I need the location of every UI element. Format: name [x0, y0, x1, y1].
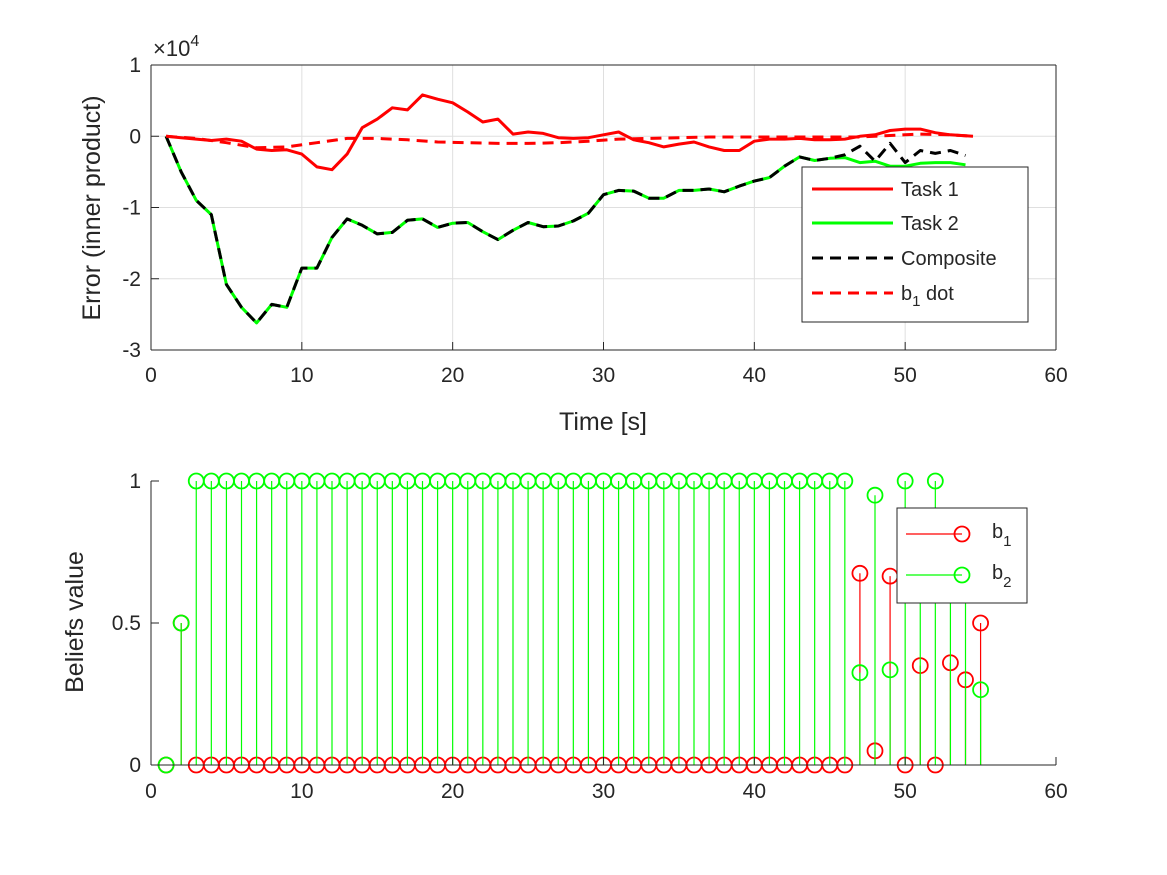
- top-legend-box: [801, 166, 1029, 323]
- bottom-ticks: 0 10 20 30 40 50 60 1 0.5 0: [112, 470, 1068, 803]
- top-legend: Task 1 Task 2 Composite b1 dot: [801, 166, 1029, 323]
- stem-2-marker: [972, 681, 989, 699]
- stem-2-marker: [836, 472, 854, 490]
- top-y-tick-label: -1: [122, 197, 141, 220]
- stem-2-marker: [866, 486, 884, 504]
- legend-label-1: Task 1: [901, 179, 959, 201]
- top-x-tick-label: 20: [441, 364, 464, 387]
- bottom-x-tick-label: 0: [145, 780, 157, 803]
- bottom-y-tick-label: 0.5: [112, 612, 141, 635]
- top-x-tick-label: 30: [592, 364, 615, 387]
- bottom-stems: [157, 472, 989, 774]
- bottom-legend-marker-2: [953, 566, 971, 584]
- bottom-x-tick-label: 20: [441, 780, 464, 803]
- bottom-x-tick-label: 30: [592, 780, 615, 803]
- stem-2-marker: [851, 664, 869, 682]
- series-line-1: [165, 93, 974, 172]
- bottom-x-tick-label: 50: [893, 780, 916, 803]
- legend-label-2: Task 2: [901, 213, 959, 235]
- top-x-tick-label: 50: [893, 364, 916, 387]
- bottom-y-axis-label: Beliefs value: [61, 551, 89, 693]
- bottom-legend-marker-1: [953, 525, 971, 543]
- stem-1-marker: [851, 564, 869, 582]
- top-y-axis-label: Error (inner product): [78, 95, 106, 320]
- exponent-label: ×104: [153, 33, 199, 61]
- stem-2-marker: [896, 472, 914, 490]
- bottom-x-tick-label: 10: [290, 780, 313, 803]
- top-lines: [164, 93, 974, 325]
- bottom-y-tick-label: 1: [129, 470, 141, 493]
- bottom-x-tick-label: 40: [743, 780, 766, 803]
- bottom-y-tick-label: 0: [129, 754, 141, 777]
- top-y-tick-label: -2: [122, 268, 141, 291]
- top-x-tick-label: 40: [743, 364, 766, 387]
- stem-2-marker: [926, 472, 944, 490]
- top-y-tick-label: 0: [129, 125, 141, 148]
- bottom-x-tick-label: 60: [1044, 780, 1067, 803]
- stem-2-marker: [172, 614, 190, 632]
- bottom-legend-label-2: b2: [992, 562, 1011, 591]
- top-x-tick-label: 0: [145, 364, 157, 387]
- series-line-2: [164, 135, 966, 325]
- top-y-tick-label: 1: [129, 54, 141, 77]
- legend-label-3: Composite: [901, 248, 997, 270]
- top-x-tick-label: 10: [290, 364, 313, 387]
- bottom-legend-label-1: b1: [992, 521, 1011, 550]
- series-line-4: [165, 132, 974, 150]
- top-x-axis-label: Time [s]: [559, 408, 647, 436]
- legend-label-4: b1 dot: [901, 283, 954, 310]
- top-y-tick-label: -3: [122, 339, 141, 362]
- top-x-tick-label: 60: [1044, 364, 1067, 387]
- bottom-legend-box: [896, 507, 1028, 604]
- stem-1-marker: [972, 614, 989, 632]
- stem-2-marker: [881, 661, 899, 679]
